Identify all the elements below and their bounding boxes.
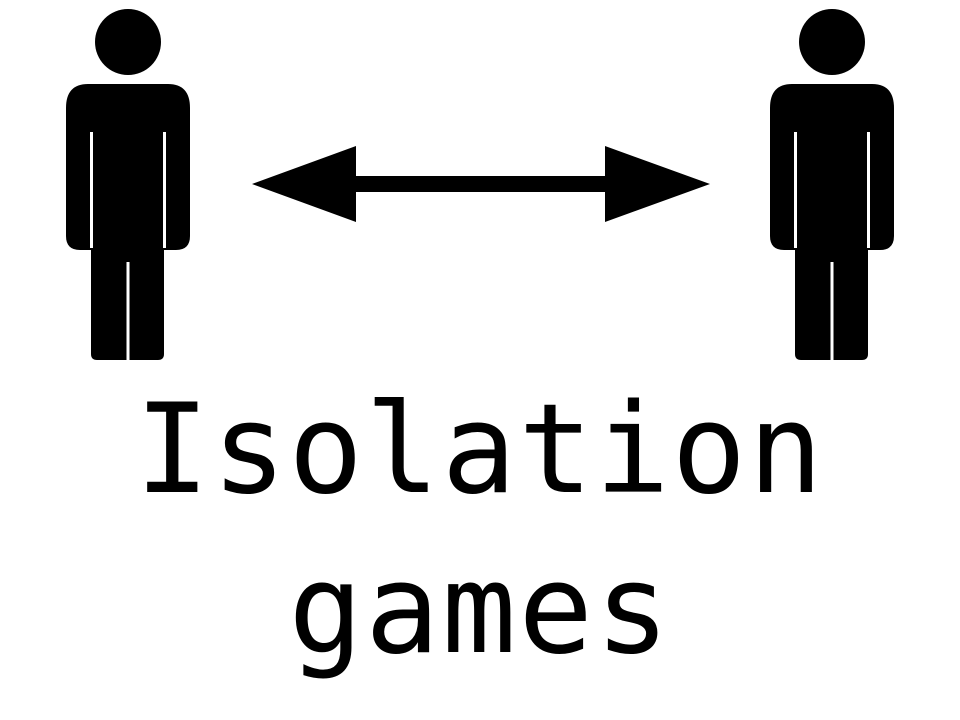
title-line-1: Isolation [135, 378, 825, 522]
illustration [66, 9, 894, 360]
double-arrow-icon [252, 146, 710, 222]
title-line-2: games [288, 538, 672, 682]
right-person-icon [770, 9, 894, 360]
left-person-icon [66, 9, 190, 360]
